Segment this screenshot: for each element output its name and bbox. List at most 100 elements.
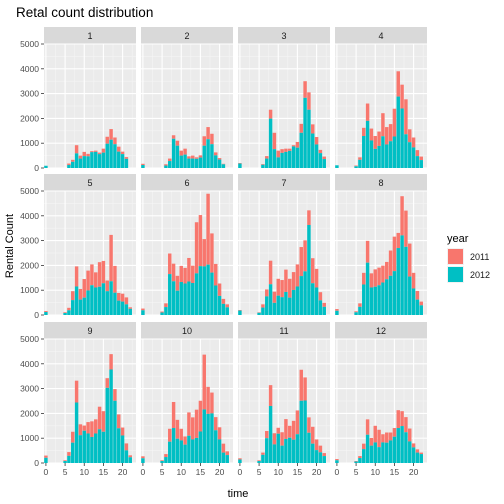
bar-2012 [74,153,79,168]
bar-2012 [94,287,98,315]
bar-2012 [74,286,79,315]
bar-2011 [124,443,129,451]
facet-panel-12: 12 0 5 10 15 20 [335,322,427,477]
facet-strip [141,174,233,191]
bar-2011 [404,417,408,433]
bar-2012 [97,429,102,463]
bar-2012 [105,143,109,168]
bar-2011 [78,424,83,436]
bar-2012 [164,307,168,315]
bar-2012 [261,454,265,463]
facet-strip-label: 10 [182,326,192,336]
bar-2012 [194,158,199,168]
bar-2012 [187,435,191,463]
facet-strip-label: 4 [378,31,383,41]
bar-2011 [94,419,98,434]
bar-2011 [354,165,358,167]
bar-2012 [400,426,404,463]
bar-2011 [183,148,187,155]
y-tick-label: 4000 [20,211,39,221]
bar-2012 [365,434,370,463]
bar-2012 [225,455,229,463]
bar-2012 [288,437,292,463]
bar-2012 [288,150,292,168]
bar-2011 [396,410,400,429]
bar-2011 [419,301,423,306]
bar-2011 [210,233,214,273]
bar-2012 [206,413,210,463]
bar-2011 [318,149,323,154]
bar-2011 [191,417,195,440]
bar-2012 [307,109,311,168]
bar-2011 [82,151,86,157]
x-tick-label: 0 [44,467,49,477]
bar-2012 [284,291,288,315]
chart-title: Retal count distribution [16,5,153,20]
y-tick-label: 1000 [20,138,39,148]
bar-2012 [381,282,385,315]
bar-2012 [396,248,400,315]
bar-2012 [291,146,296,168]
bar-2011 [63,460,67,462]
bar-2011 [105,280,109,292]
bar-2012 [354,166,358,168]
bar-2011 [210,392,214,414]
x-tick-label: 10 [371,467,381,477]
bar-2011 [392,428,397,437]
bar-2011 [257,460,261,462]
facet-strip-label: 5 [87,178,92,188]
bar-2012 [194,273,199,315]
bar-2012 [90,285,94,315]
bar-2012 [97,286,102,315]
y-tick-label: 1000 [20,285,39,295]
bar-2012 [124,304,129,315]
bar-2011 [408,243,412,277]
facet-strip [44,174,136,191]
bar-2011 [311,124,315,134]
bar-2012 [221,303,226,315]
bar-2012 [187,281,191,315]
bar-2012 [160,312,164,315]
bar-2012 [381,136,385,168]
bar-2012 [396,428,400,463]
bar-2011 [272,433,277,445]
bar-2011 [117,146,121,152]
bar-2012 [291,439,296,463]
bar-2012 [314,144,319,168]
bar-2012 [105,291,109,315]
facet-strip [141,27,233,44]
x-tick-label: 0 [238,467,243,477]
bar-2011 [217,283,222,296]
bar-2011 [206,193,210,265]
bar-2011 [175,140,180,146]
bar-2011 [280,432,284,446]
bar-2012 [415,299,420,315]
bar-2011 [291,145,296,147]
bar-2012 [411,447,416,463]
x-tick-label: 10 [274,467,284,477]
bar-2012 [113,144,117,168]
bar-2012 [257,312,261,315]
bar-2012 [385,279,389,315]
bar-2012 [295,147,300,168]
y-tick-label: 1000 [20,433,39,443]
facet-panel-4: 4 [335,27,427,169]
bar-2012 [411,147,416,168]
bar-2012 [198,266,203,315]
bar-2012 [373,286,377,315]
bar-2011 [113,137,117,145]
bar-2012 [191,158,195,168]
bar-2012 [385,442,389,463]
facet-strip [44,27,136,44]
bar-2011 [299,247,303,277]
bar-2011 [385,127,389,145]
bar-2011 [97,152,102,155]
bar-2012 [94,151,98,168]
bar-2012 [362,136,366,168]
bar-2012 [303,400,307,463]
facet-strip [238,322,330,339]
bar-2011 [105,136,109,144]
y-tick-label: 3000 [20,384,39,394]
bar-2011 [322,453,326,457]
